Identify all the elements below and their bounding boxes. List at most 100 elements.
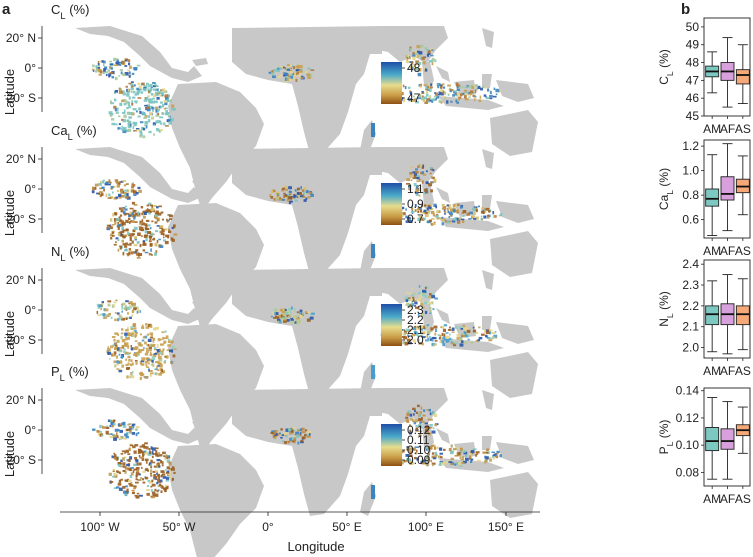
map-cell (127, 332, 130, 335)
map-cell (289, 432, 293, 435)
map-cell (118, 487, 123, 491)
map-cell (140, 235, 143, 237)
map-cell (453, 91, 455, 94)
map-cell (126, 196, 131, 200)
map-cell (122, 111, 126, 114)
map-cell (127, 423, 130, 426)
map-cell (134, 346, 139, 350)
map-cell (155, 450, 158, 454)
map-cell (293, 308, 296, 311)
map-cell (418, 207, 421, 210)
map-cell (420, 57, 422, 60)
map-cell (150, 485, 153, 488)
map-cell (433, 413, 438, 417)
map-cell (162, 236, 165, 239)
map-cell (135, 432, 138, 437)
map-cell (484, 459, 487, 464)
map-cell (147, 231, 151, 234)
map-cell (458, 217, 462, 220)
map-cell (171, 467, 175, 471)
map-cell (140, 130, 143, 134)
map-cell (435, 213, 439, 217)
map-cell (155, 447, 159, 450)
legend-tick-label: 0.7 (407, 212, 424, 226)
map-cell (100, 308, 103, 311)
map-cell (111, 76, 115, 79)
map-cell (427, 337, 430, 342)
y-tick-label: 45 (686, 109, 700, 123)
map-cell (444, 218, 446, 222)
legend-tick-label: 2.3 (407, 303, 424, 317)
map-cell (421, 334, 424, 338)
map-cell (144, 223, 148, 227)
map-cell (138, 85, 142, 90)
map-cell (131, 432, 135, 435)
map-cell (124, 245, 128, 248)
map-cell (422, 173, 427, 176)
map-cell (456, 217, 461, 221)
map-cell (424, 286, 429, 289)
map-cell (121, 344, 125, 348)
map-cell (493, 215, 496, 219)
map-cell (116, 457, 119, 460)
map-cell (425, 325, 428, 328)
map-cell (167, 344, 171, 347)
map-cell (115, 241, 117, 244)
map-cell (278, 314, 282, 319)
map-cell (437, 83, 439, 87)
map-cell (412, 67, 414, 71)
map-cell (452, 94, 456, 97)
map-cell (137, 350, 142, 354)
x-tick-label-AF: AF (720, 364, 735, 378)
map-cell (302, 312, 305, 315)
map-cell (494, 215, 497, 218)
map-cell (104, 182, 108, 186)
map-ylabel: Latitude (2, 311, 17, 357)
map-cell (129, 236, 132, 239)
map-cell (98, 192, 101, 195)
map-cell (169, 349, 172, 353)
map-cell (144, 468, 149, 471)
map-cell (111, 424, 114, 428)
map-cell (417, 68, 422, 72)
map-cell (102, 313, 106, 317)
map-cell (147, 480, 150, 483)
map-cell (168, 118, 171, 121)
label-part: (%) (657, 49, 671, 71)
map-cell (153, 348, 157, 351)
map-cell (476, 459, 481, 462)
map-cell (421, 56, 425, 61)
map-cell (441, 340, 445, 344)
map-cell (153, 124, 156, 126)
map-cell (130, 81, 134, 84)
map-cell (111, 196, 113, 199)
map-cell (406, 302, 410, 305)
box-iqr (735, 305, 750, 326)
map-cell (133, 67, 137, 71)
map-cell (471, 85, 474, 89)
map-cell (149, 204, 154, 207)
map-cell (127, 88, 130, 92)
map-cell (96, 192, 100, 195)
map-cell (307, 76, 311, 79)
map-cell (114, 58, 119, 60)
map-cell (419, 85, 422, 88)
map-cell (416, 45, 421, 49)
map-cell (489, 458, 492, 462)
map-cell (144, 230, 148, 234)
map-cell (434, 340, 438, 342)
map-cell (149, 370, 153, 372)
map-cell (441, 222, 444, 226)
map-cell (103, 316, 108, 319)
map-cell (138, 212, 141, 215)
map-cell (134, 494, 138, 497)
map-cell (144, 352, 149, 356)
map-cell (127, 103, 130, 106)
map-cell (485, 331, 490, 335)
map-cell (439, 340, 442, 343)
label-part: L (60, 373, 65, 383)
map-cell (141, 357, 146, 361)
map-cell (421, 97, 424, 100)
map-cell (122, 92, 127, 96)
